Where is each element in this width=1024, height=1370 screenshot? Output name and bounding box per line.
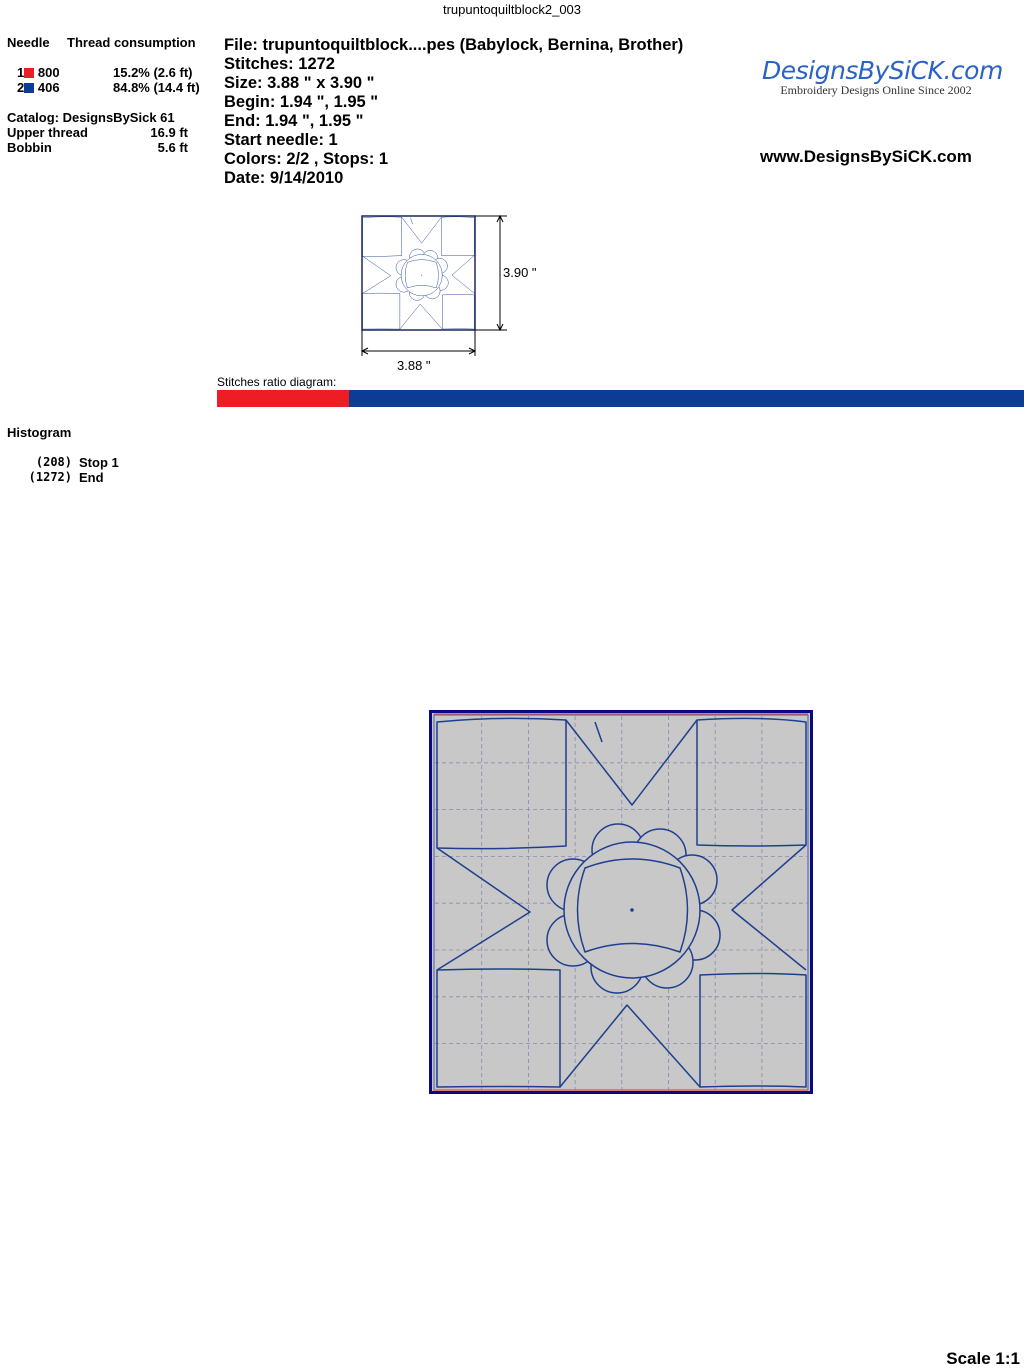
ratio-label: Stitches ratio diagram: <box>217 375 337 389</box>
scale-label: Scale 1:1 <box>946 1349 1020 1368</box>
stitches-ratio-bar <box>217 390 1024 407</box>
needle-number: 1 <box>17 65 25 80</box>
arrow-icon <box>360 347 477 355</box>
width-label: 3.88 " <box>397 358 431 373</box>
thread-consumption: 84.8% (14.4 ft) <box>113 80 200 95</box>
thread-code: 800 <box>37 65 60 80</box>
logo: DesignsBySiCK.com Embroidery Designs Onl… <box>762 56 1003 97</box>
needle-row-2: 2 406 <box>17 80 60 95</box>
thread-consumption: 15.2% (2.6 ft) <box>113 65 193 80</box>
arrow-icon <box>496 214 504 332</box>
upper-thread-value: 16.9 ft <box>150 125 188 140</box>
histogram-count: (1272) <box>28 470 72 484</box>
thread-code: 406 <box>37 80 60 95</box>
design-preview <box>429 710 813 1094</box>
stitch-count: Stitches: 1272 <box>224 55 335 73</box>
thread-header: Thread consumption <box>67 35 196 50</box>
bobbin-value: 5.6 ft <box>157 140 188 155</box>
color-swatch <box>24 68 35 78</box>
file-name: File: trupuntoquiltblock....pes (Babyloc… <box>224 36 684 54</box>
begin-point: Begin: 1.94 ", 1.95 " <box>224 93 379 111</box>
grid <box>435 716 808 1090</box>
colors-stops: Colors: 2/2 , Stops: 1 <box>224 150 389 168</box>
height-label: 3.90 " <box>503 265 537 280</box>
needle-header: Needle <box>7 35 50 50</box>
design-thumbnail <box>360 214 507 356</box>
ratio-segment-color-2 <box>348 390 1024 407</box>
logo-tagline: Embroidery Designs Online Since 2002 <box>780 83 972 97</box>
needle-row-1: 1 800 <box>17 65 60 80</box>
website-link[interactable]: www.DesignsBySiCK.com <box>760 147 972 166</box>
design-size: Size: 3.88 " x 3.90 " <box>224 74 375 92</box>
histogram-count: (208) <box>35 455 72 469</box>
end-point: End: 1.94 ", 1.95 " <box>224 112 364 130</box>
histogram-title: Histogram <box>7 425 72 440</box>
date: Date: 9/14/2010 <box>224 169 344 187</box>
upper-thread-label: Upper thread <box>7 125 88 140</box>
histogram-label: End <box>79 470 104 485</box>
needle-number: 2 <box>17 80 25 95</box>
ratio-segment-color-1 <box>217 390 349 407</box>
design-info: File: trupuntoquiltblock....pes (Babyloc… <box>224 36 683 188</box>
start-needle: Start needle: 1 <box>224 131 338 149</box>
document-title: trupuntoquiltblock2_003 <box>442 2 582 17</box>
color-swatch <box>24 83 35 93</box>
logo-name: DesignsBySiCK.com <box>762 56 1003 85</box>
catalog: Catalog: DesignsBySick 61 <box>7 110 175 125</box>
histogram-label: Stop 1 <box>79 455 119 470</box>
bobbin-label: Bobbin <box>7 140 52 155</box>
